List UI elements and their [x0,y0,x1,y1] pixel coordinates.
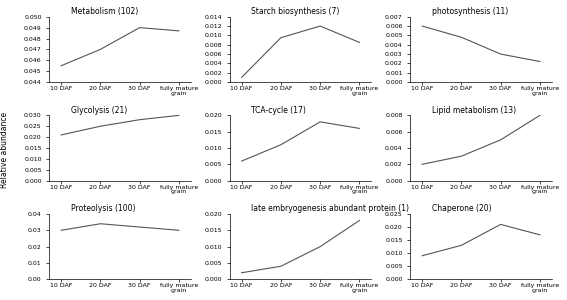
Text: Lipid metabolism (13): Lipid metabolism (13) [431,106,516,115]
Text: Glycolysis (21): Glycolysis (21) [70,106,127,115]
Text: Metabolism (102): Metabolism (102) [70,7,138,16]
Text: late embryogenesis abundant protein (1): late embryogenesis abundant protein (1) [251,204,409,213]
Text: Relative abundance: Relative abundance [0,112,9,188]
Text: photosynthesis (11): photosynthesis (11) [431,7,508,16]
Text: Chaperone (20): Chaperone (20) [431,204,491,213]
Text: TCA-cycle (17): TCA-cycle (17) [251,106,306,115]
Text: Proteolysis (100): Proteolysis (100) [70,204,135,213]
Text: Starch biosynthesis (7): Starch biosynthesis (7) [251,7,340,16]
